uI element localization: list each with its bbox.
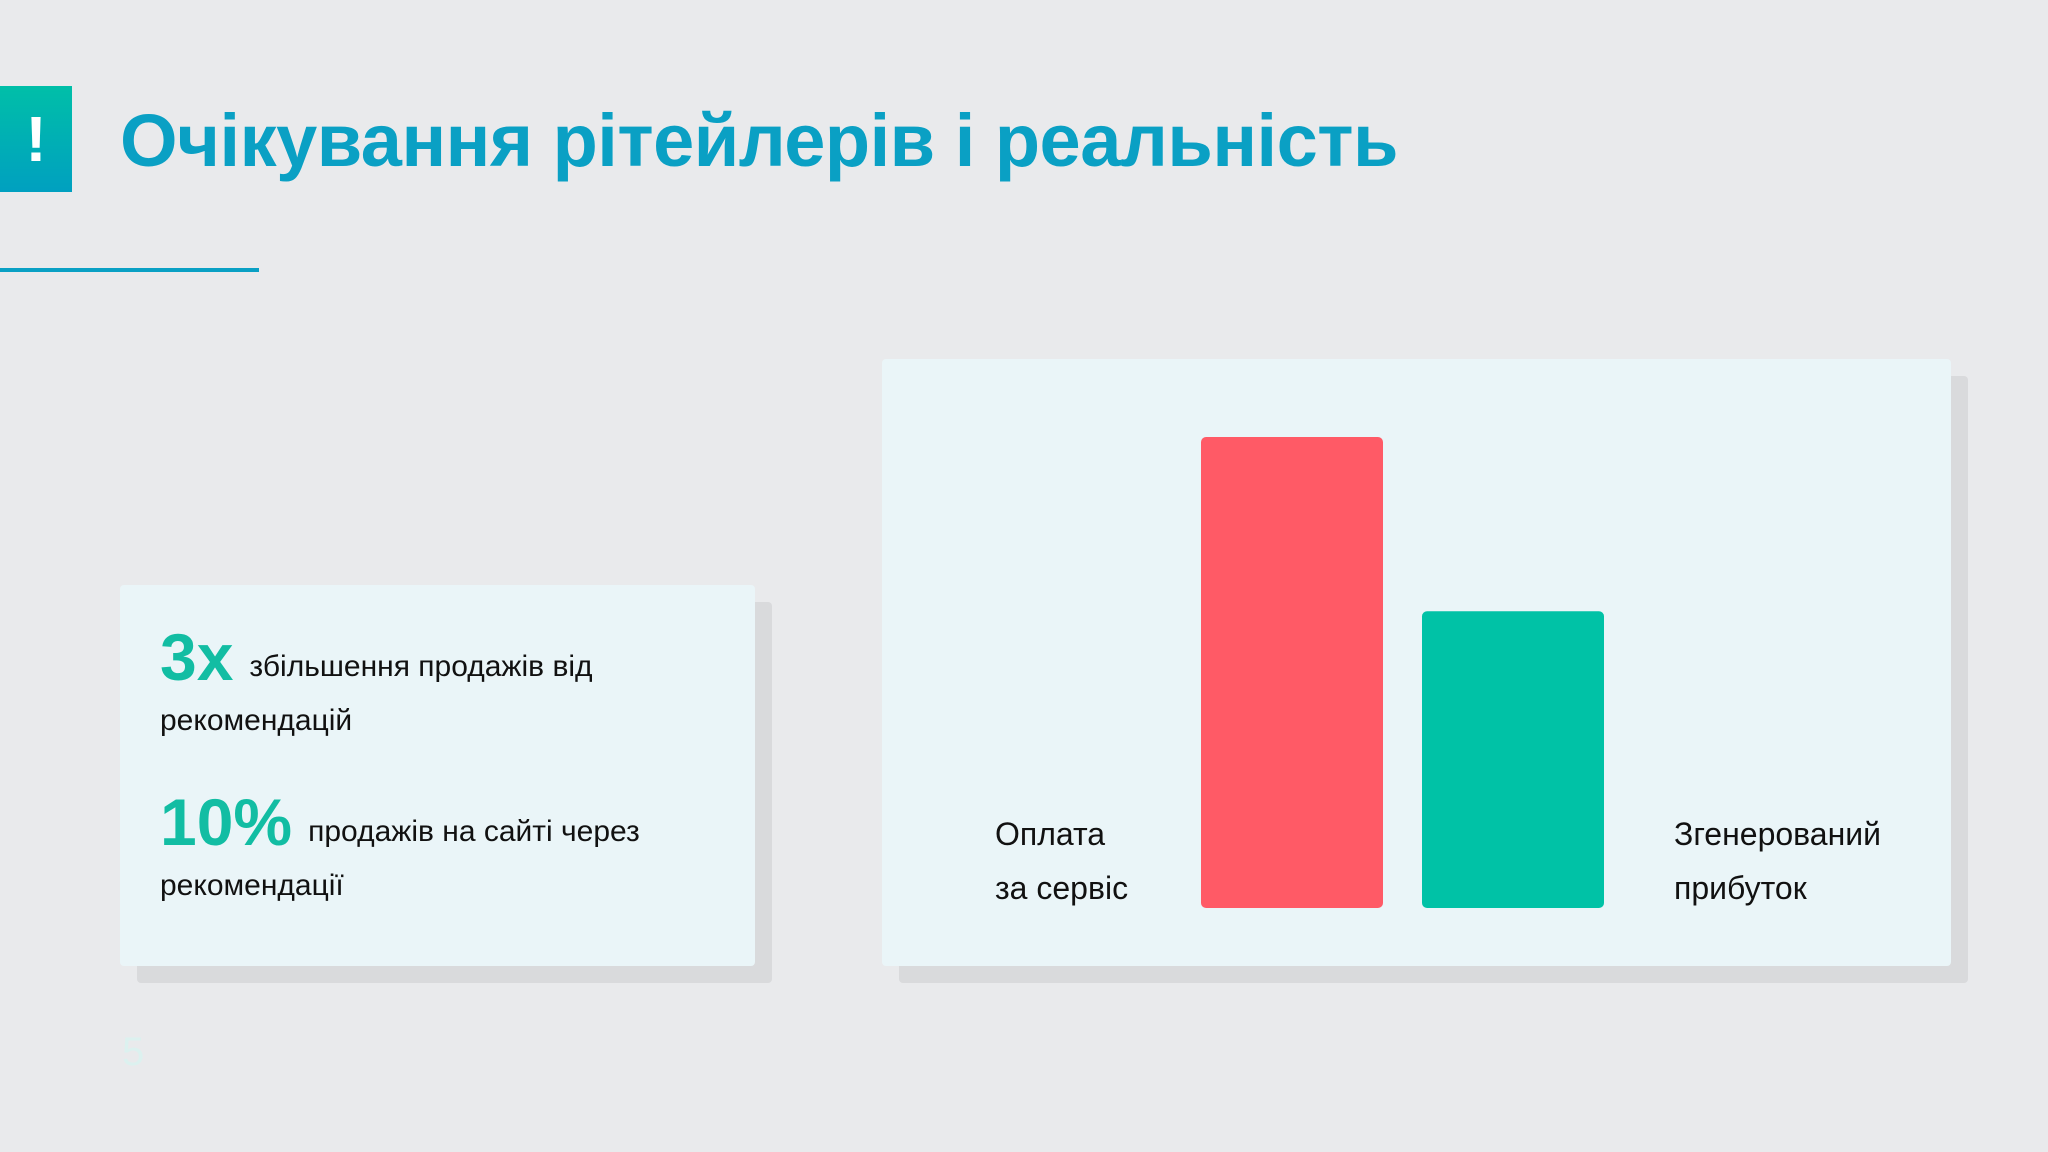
- category-label-line: Згенерований: [1674, 816, 1882, 852]
- category-label: Оплата за сервіс: [995, 807, 1128, 915]
- category-label-line: за сервіс: [995, 870, 1129, 906]
- category-label-line: прибуток: [1674, 870, 1807, 906]
- stat-item: 3x збільшення продажів від рекомендацій: [160, 624, 740, 748]
- stat-text: продажів на сайті через: [308, 815, 640, 848]
- exclamation-icon: !: [0, 86, 72, 192]
- category-label: Згенерований прибуток: [1674, 807, 1881, 915]
- category-label-line: Оплата: [995, 816, 1106, 852]
- stat-text: рекомендації: [160, 869, 344, 902]
- stat-text: збільшення продажів від: [249, 650, 593, 683]
- page-number: 5: [122, 1030, 145, 1074]
- stat-item: 10% продажів на сайті через рекомендації: [160, 789, 740, 913]
- page-title: Очікування рітейлерів і реальність: [120, 99, 1399, 182]
- bar-1: [1201, 437, 1383, 908]
- title-underline: [0, 268, 259, 272]
- stat-value: 10%: [160, 785, 293, 859]
- stats-card: 3x збільшення продажів від рекомендацій 1…: [120, 585, 755, 966]
- chart-card: [882, 359, 1951, 966]
- stat-text: рекомендацій: [160, 704, 353, 737]
- bar-2: [1422, 611, 1604, 908]
- stat-value: 3x: [160, 620, 234, 694]
